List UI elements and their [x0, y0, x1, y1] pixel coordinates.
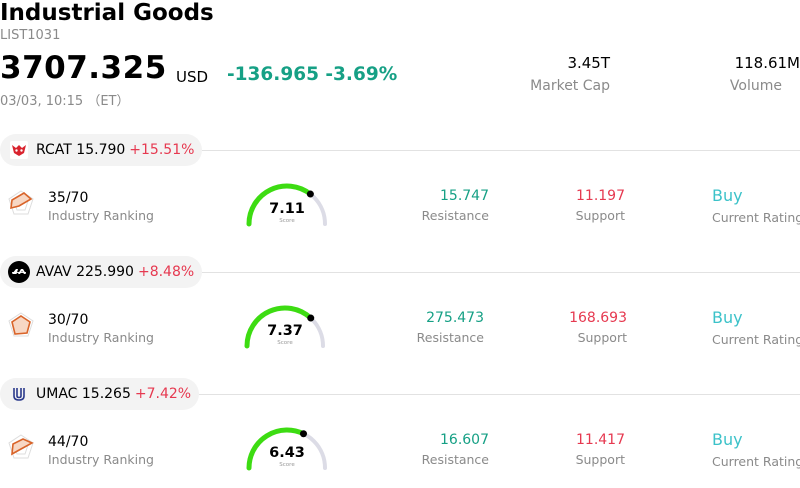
row-divider [199, 394, 800, 395]
rating-label: Current Rating [712, 332, 800, 347]
market-cap-label: Market Cap [530, 78, 610, 94]
ranking-radar-icon [8, 312, 34, 337]
industry-ranking-label: Industry Ranking [48, 330, 154, 345]
score-gauge: 7.11 Score [242, 178, 332, 228]
resistance-value: 275.473 [426, 310, 484, 326]
score-gauge: 7.37 Score [240, 300, 330, 350]
index-price: 3707.325 [0, 50, 167, 86]
support-value: 11.197 [576, 188, 625, 204]
score-label: Score [279, 462, 295, 468]
score-gauge-arc [244, 305, 325, 349]
support-label: Support [575, 452, 625, 467]
industry-ranking-value: 35/70 [48, 190, 89, 206]
ticker-change: +15.51% [129, 142, 195, 158]
stock-card[interactable]: RCAT 15.790 +15.51% 35/70 Industry Ranki… [0, 134, 800, 256]
score-label: Score [277, 340, 293, 346]
industry-ranking-value: 30/70 [48, 312, 89, 328]
timestamp: 03/03, 10:15 （ET） [0, 94, 130, 109]
volume-value: 118.61M [734, 54, 800, 72]
resistance-label: Resistance [421, 208, 489, 223]
rating-label: Current Rating [712, 454, 800, 469]
stock-ticker-pill[interactable]: RCAT 15.790 +15.51% [0, 134, 203, 166]
ticker-change: +7.42% [134, 386, 192, 402]
score-label: Score [279, 218, 295, 224]
volume-label: Volume [729, 78, 782, 94]
resistance-value: 16.607 [440, 432, 489, 448]
ranking-radar-icon [8, 434, 34, 459]
page-title: Industrial Goods [0, 0, 214, 26]
stock-ticker-pill[interactable]: AVAV 225.990 +8.48% [0, 256, 203, 288]
score-gauge: 6.43 Score [242, 422, 332, 472]
resistance-value: 15.747 [440, 188, 489, 204]
support-value: 168.693 [569, 310, 627, 326]
rating-value[interactable]: Buy [712, 186, 743, 205]
index-change: -136.965 -3.69% [227, 64, 398, 85]
list-code: LIST1031 [0, 28, 61, 43]
score-value: 7.37 [267, 323, 303, 339]
industry-ranking-label: Industry Ranking [48, 452, 154, 467]
support-value: 11.417 [576, 432, 625, 448]
rcat-logo-icon [8, 139, 30, 161]
resistance-label: Resistance [416, 330, 484, 345]
score-value: 7.11 [269, 201, 305, 217]
rating-value[interactable]: Buy [712, 430, 743, 449]
industry-ranking-value: 44/70 [48, 434, 89, 450]
currency-label: USD [176, 68, 209, 86]
stock-ticker-pill[interactable]: UMAC 15.265 +7.42% [0, 378, 200, 410]
score-gauge-arc [246, 427, 327, 471]
rating-value[interactable]: Buy [712, 308, 743, 327]
support-label: Support [577, 330, 627, 345]
score-value: 6.43 [269, 445, 305, 461]
stock-card[interactable]: UMAC 15.265 +7.42% 44/70 Industry Rankin… [0, 378, 800, 488]
market-cap-value: 3.45T [567, 54, 610, 72]
ticker-price: AVAV 225.990 [36, 264, 134, 280]
score-gauge-arc [246, 183, 327, 227]
resistance-label: Resistance [421, 452, 489, 467]
support-label: Support [575, 208, 625, 223]
rating-label: Current Rating [712, 210, 800, 225]
umac-logo-icon [8, 383, 30, 405]
stock-card[interactable]: AVAV 225.990 +8.48% 30/70 Industry Ranki… [0, 256, 800, 378]
ticker-price: UMAC 15.265 [36, 386, 131, 402]
ticker-change: +8.48% [137, 264, 195, 280]
ticker-price: RCAT 15.790 [36, 142, 126, 158]
ranking-radar-icon [8, 190, 34, 215]
avav-logo-icon [8, 261, 30, 283]
industry-ranking-label: Industry Ranking [48, 208, 154, 223]
row-divider [202, 272, 800, 273]
row-divider [202, 150, 800, 151]
